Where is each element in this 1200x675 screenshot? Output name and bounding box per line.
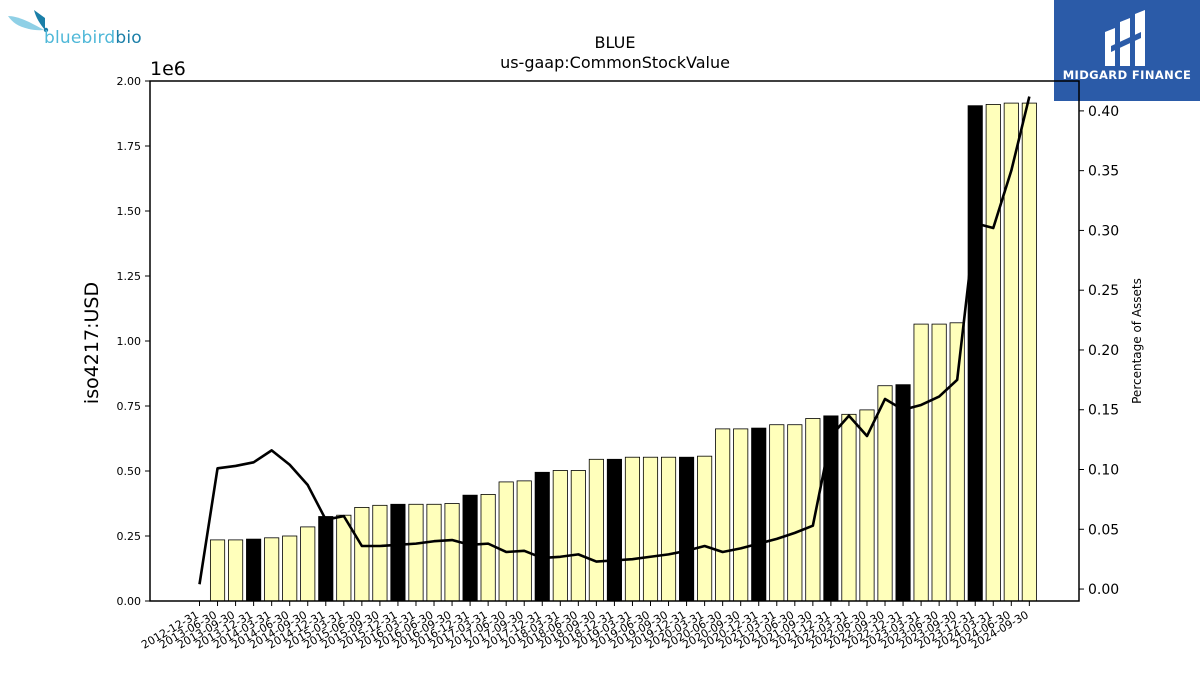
y-tick-label: 1.75: [117, 140, 142, 153]
y-tick-label: 0.00: [117, 595, 142, 608]
y-tick-label: 1.50: [117, 205, 142, 218]
bar-2020-06-30: [715, 428, 731, 602]
y-tick-label: 2.00: [117, 75, 142, 88]
bar-2014-06-30: [282, 535, 298, 602]
bar-2019-06-30: [642, 456, 659, 602]
y2-tick-label: 0.10: [1088, 463, 1119, 479]
bar-2016-09-30: [444, 503, 460, 602]
y2-axis-label: Percentage of Assets: [1130, 278, 1144, 404]
bar-2019-03-31: [624, 456, 641, 602]
bar-2018-09-30: [588, 458, 604, 602]
bar-2015-03-31: [336, 514, 352, 602]
bar-2014-12-31: [318, 516, 334, 602]
y2-tick-label: 0.40: [1088, 104, 1119, 120]
bar-2017-03-31: [480, 493, 496, 602]
y-tick-label: 0.25: [117, 530, 142, 543]
bar-2016-12-31: [462, 494, 478, 602]
bluebirdbio-logo: bluebirdbio: [8, 10, 158, 50]
bar-2014-09-30: [300, 526, 316, 602]
y2-tick-label: 0.35: [1088, 164, 1119, 180]
bar-2020-09-30: [733, 428, 749, 602]
bar-2024-03-31: [985, 104, 1001, 602]
bar-2022-09-30: [877, 385, 893, 602]
y-offset-label: 1e6: [150, 58, 186, 80]
bar-2023-06-30: [931, 323, 947, 602]
y2-tick-label: 0.00: [1088, 582, 1119, 598]
bar-2018-03-31: [552, 470, 568, 602]
bar-2016-03-31: [408, 503, 424, 602]
bar-2023-03-31: [913, 323, 929, 602]
bar-2019-09-30: [660, 456, 677, 602]
y-tick-label: 1.25: [117, 270, 142, 283]
y-axis-label: iso4217:USD: [81, 282, 103, 404]
bar-2015-09-30: [372, 504, 388, 602]
y2-tick-label: 0.15: [1088, 403, 1119, 419]
bar-2019-12-31: [679, 456, 695, 602]
bar-2021-09-30: [805, 418, 821, 602]
bar-2022-12-31: [895, 384, 911, 602]
chart-title: BLUE: [595, 33, 636, 52]
bar-2021-06-30: [787, 424, 803, 602]
bar-2017-12-31: [534, 471, 550, 602]
bar-2013-12-31: [246, 538, 262, 602]
bar-2017-09-30: [516, 480, 532, 602]
bar-2017-06-30: [498, 481, 514, 602]
bar-2013-06-30: [209, 539, 226, 602]
bar-2022-06-30: [859, 409, 875, 602]
bar-2024-09-30: [1021, 102, 1037, 602]
y2-tick-label: 0.05: [1088, 522, 1119, 538]
bar-2023-12-31: [967, 105, 983, 602]
y2-tick-label: 0.30: [1088, 223, 1119, 239]
bar-2022-03-31: [841, 413, 857, 602]
bar-2021-12-31: [823, 415, 839, 602]
bar-2021-03-31: [769, 424, 785, 602]
brand-secondary: bio: [115, 28, 142, 48]
bar-2020-03-31: [697, 455, 713, 602]
chart-subtitle: us-gaap:CommonStockValue: [500, 53, 730, 72]
y-tick-label: 0.50: [117, 465, 142, 478]
bar-2015-06-30: [354, 506, 370, 602]
bluebirdbio-wordmark: bluebirdbio: [44, 28, 142, 48]
bar-2014-03-31: [264, 537, 280, 602]
bar-2020-12-31: [751, 427, 767, 602]
bar-2013-09-30: [228, 539, 244, 602]
bar-2016-06-30: [426, 503, 442, 602]
bird-icon: [8, 10, 49, 33]
y2-tick-label: 0.25: [1088, 283, 1119, 299]
midgard-finance-logo: MIDGARD FINANCE: [1054, 0, 1200, 101]
bar-2018-12-31: [606, 458, 622, 602]
y-tick-label: 0.75: [117, 400, 142, 413]
bar-2018-06-30: [570, 470, 586, 602]
midgard-finance-name: MIDGARD FINANCE: [1062, 68, 1192, 82]
midgard-mark-icon: [1105, 10, 1145, 66]
brand-primary: bluebird: [44, 28, 116, 48]
bar-2024-06-30: [1003, 102, 1019, 602]
y2-tick-label: 0.20: [1088, 343, 1119, 359]
bar-2023-09-30: [949, 322, 965, 602]
bar-2015-12-31: [390, 503, 406, 602]
y-tick-label: 1.00: [117, 335, 142, 348]
percentage-of-assets-line: [198, 96, 1031, 585]
